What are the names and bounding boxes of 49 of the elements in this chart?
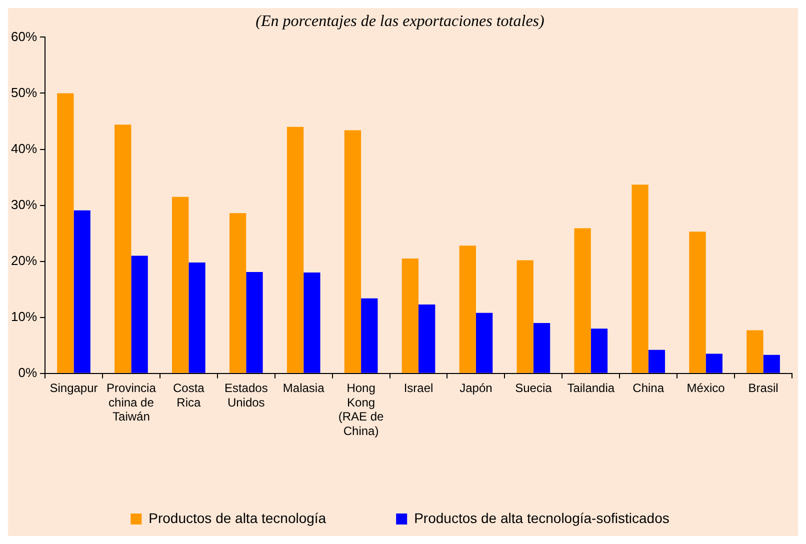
bar — [590, 328, 608, 373]
x-tick-label: Brasil — [748, 380, 778, 395]
bar — [172, 196, 189, 373]
y-tick-label: 50% — [10, 84, 38, 100]
x-tick-label: Israel — [404, 380, 434, 395]
bar — [476, 312, 493, 373]
legend-label: Productos de alta tecnología — [148, 510, 326, 526]
bar — [114, 124, 132, 373]
y-tick-label: 60% — [10, 28, 38, 44]
x-tick-label: México — [686, 380, 726, 395]
bar — [632, 184, 648, 373]
chart-subtitle: (En porcentajes de las exportaciones totales) — [256, 12, 544, 30]
x-tick-label: Suecia — [515, 380, 552, 395]
bar — [706, 354, 722, 373]
bar — [246, 272, 263, 373]
bar — [459, 246, 476, 373]
x-tick-label: Costa Rica — [172, 380, 205, 410]
bar — [188, 262, 206, 373]
x-tick-label: Hong Kong (RAE de China) — [338, 380, 384, 438]
bar — [648, 350, 666, 373]
y-tick-label: 0% — [18, 364, 38, 380]
bar — [746, 330, 764, 373]
x-tick-label: China — [632, 380, 664, 395]
bar — [229, 213, 246, 373]
x-tick-label: Malasia — [282, 380, 325, 395]
bar — [574, 228, 591, 373]
bar — [402, 258, 419, 373]
y-tick-label: 40% — [10, 140, 38, 156]
bar — [304, 272, 320, 373]
bar — [516, 260, 534, 373]
bar — [57, 93, 74, 373]
x-tick-label: Estados Unidos — [224, 380, 268, 410]
y-tick-label: 20% — [10, 252, 38, 268]
bar — [74, 210, 90, 373]
x-tick-label: Singapur — [50, 380, 98, 395]
bar — [344, 130, 362, 373]
y-tick-label: 30% — [10, 196, 38, 212]
x-tick-label: Provincia china de Taiwán — [106, 380, 156, 424]
bar — [533, 322, 550, 373]
bar — [131, 256, 148, 373]
bar — [689, 232, 706, 373]
bar — [763, 354, 780, 373]
x-tick-label: Tailandia — [567, 380, 615, 395]
bar — [361, 298, 378, 373]
bar — [286, 126, 304, 373]
bar — [418, 304, 436, 373]
legend-label: Productos de alta tecnología-sofisticados — [414, 510, 670, 526]
x-tick-label: Japón — [460, 380, 492, 395]
y-tick-label: 10% — [10, 308, 38, 324]
